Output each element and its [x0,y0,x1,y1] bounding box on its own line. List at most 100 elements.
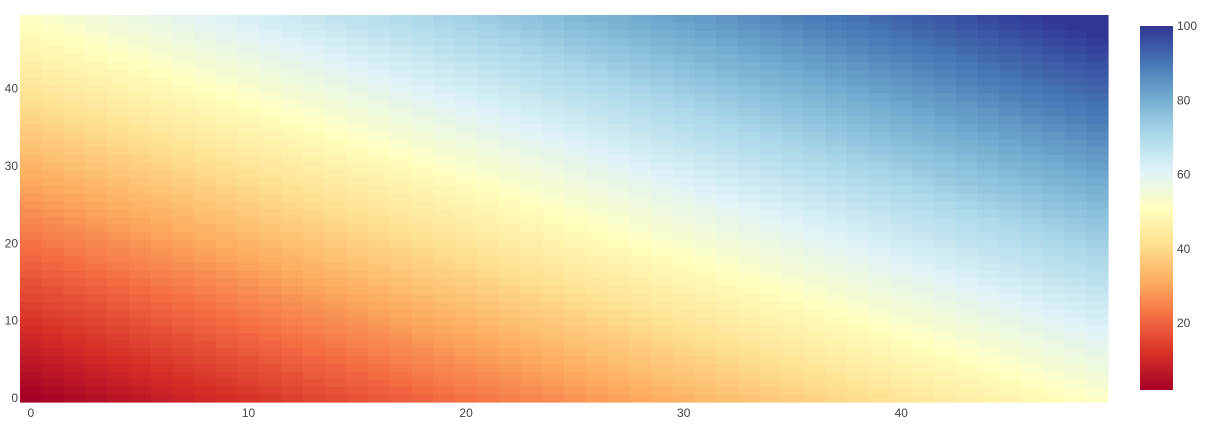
heatmap-cell [324,301,347,310]
heatmap-cell [433,15,456,24]
heatmap-cell [63,92,86,101]
heatmap-cell [346,107,369,117]
heatmap-cell [150,193,173,202]
heatmap-cell [999,138,1022,148]
heatmap-cell [20,332,43,341]
heatmap-cell [194,76,217,86]
heatmap-cell [933,185,957,194]
heatmap-cell [368,200,391,210]
heatmap-cell [1020,254,1044,264]
heatmap-cell [564,61,587,70]
heatmap-cell [433,347,456,357]
heatmap-cell [803,22,826,32]
heatmap-cell [1042,324,1066,333]
heatmap-cell [672,355,696,364]
heatmap-cell [694,301,717,310]
heatmap-cell [520,115,543,124]
heatmap-cell [912,193,935,202]
heatmap-cell [977,239,1000,248]
heatmap-cell [107,208,130,217]
heatmap-cell [585,38,609,47]
heatmap-cell [868,371,891,380]
heatmap-cell [107,84,130,93]
heatmap-cell [977,154,1000,163]
heatmap-cell [999,100,1022,109]
heatmap-cell [694,53,717,63]
heatmap-cell [41,394,65,403]
heatmap-cell [389,61,413,70]
heatmap-cell [476,278,500,287]
heatmap-cell [107,355,130,364]
heatmap-cell [1042,270,1066,279]
heatmap-cell [389,223,413,233]
heatmap-cell [955,309,979,318]
heatmap-cell [672,177,696,186]
heatmap-cell [781,278,804,287]
heatmap-cell [259,84,282,93]
heatmap-cell [20,340,43,349]
heatmap-cell [324,231,347,241]
heatmap-cell [955,363,979,372]
heatmap-cell [20,394,43,403]
heatmap-cell [455,53,478,63]
heatmap-cell [781,254,804,264]
heatmap-cell [868,22,891,32]
heatmap-cell [85,363,108,372]
heatmap-cell [20,262,43,272]
heatmap-cell [433,386,456,395]
heatmap-cell [933,193,957,202]
heatmap-cell [324,293,347,302]
heatmap-cell [411,247,435,256]
heatmap-cell [564,115,587,124]
heatmap-cell [128,84,152,93]
heatmap-cell [41,45,65,55]
heatmap-cell [803,293,826,302]
heatmap-cell [324,223,347,233]
heatmap-cell [999,162,1022,171]
heatmap-cell [759,301,783,310]
heatmap-cell [281,185,304,194]
heatmap-cell [759,223,783,233]
heatmap-cell [846,162,870,171]
heatmap-cell [433,278,456,287]
heatmap-cell [955,177,979,186]
heatmap-cell [20,278,43,287]
heatmap-cell [1064,92,1087,101]
heatmap-cell [759,138,783,148]
heatmap-cell [1042,200,1066,210]
heatmap-cell [716,386,739,395]
heatmap-cell [346,169,369,179]
heatmap-cell [585,394,609,403]
heatmap-cell [411,185,435,194]
heatmap-cell [651,84,674,93]
heatmap-cell [564,239,587,248]
heatmap-cell [85,200,108,210]
heatmap-cell [933,45,957,55]
heatmap-cell [324,208,347,217]
heatmap-cell [150,239,173,248]
heatmap-cell [433,30,456,39]
heatmap-cell [933,100,957,109]
heatmap-cell [411,22,435,32]
heatmap-cell [520,193,543,202]
y-tick-label: 0 [11,391,18,405]
heatmap-cell [629,216,652,225]
heatmap-cell [846,146,870,155]
heatmap-cell [912,254,935,264]
heatmap-cell [237,208,260,217]
heatmap-cell [259,316,282,326]
heatmap-cell [716,100,739,109]
heatmap-cell [846,309,870,318]
heatmap-cell [128,309,152,318]
heatmap-cell [955,216,979,225]
heatmap-cell [346,223,369,233]
heatmap-cell [542,154,565,163]
heatmap-cell [85,162,108,171]
heatmap-cell [825,61,848,70]
heatmap-cell [389,154,413,163]
heatmap-cell [128,247,152,256]
heatmap-cell [825,285,848,295]
heatmap-cell [912,355,935,364]
heatmap-cell [738,100,761,109]
heatmap-cell [868,169,891,179]
